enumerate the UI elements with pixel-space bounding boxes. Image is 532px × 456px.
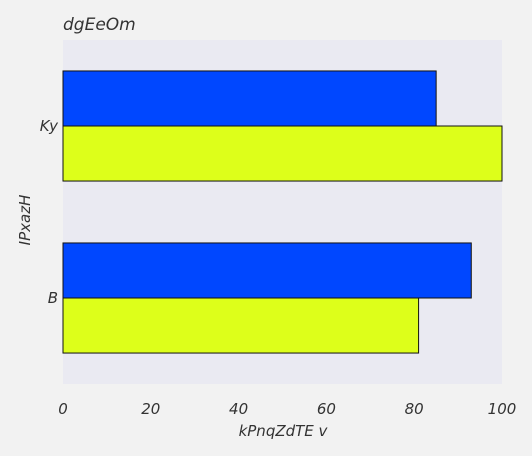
bar-Ky-series-1 [62,70,437,127]
x-tick-label: 20 [141,400,160,418]
bar-Ky-series-2 [62,125,503,182]
chart-title: dgEeOm [63,15,136,35]
x-tick-label: 60 [317,400,336,418]
x-tick-labels: 0 20 40 60 80 100 [58,400,516,418]
bars-group [62,70,503,354]
y-tick-labels: Ky B [40,117,59,307]
bar-B-series-1 [62,242,472,299]
y-tick-label: Ky [40,117,59,135]
bar-B-series-2 [62,297,420,354]
y-axis-label: IPxazH [16,195,34,246]
x-tick-label: 100 [488,400,517,418]
x-tick-label: 80 [405,400,424,418]
y-tick-label: B [48,289,58,307]
x-axis-label: kPnqZdTE v [239,422,329,440]
x-tick-label: 0 [58,400,68,418]
x-tick-label: 40 [229,400,248,418]
